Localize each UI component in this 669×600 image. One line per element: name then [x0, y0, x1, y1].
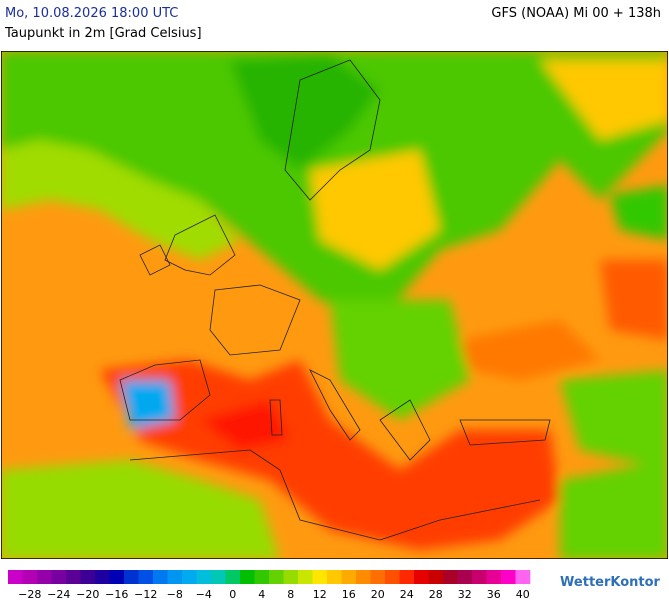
legend-swatch	[515, 570, 531, 584]
legend-label: −8	[167, 588, 183, 600]
legend-label: 20	[371, 588, 385, 600]
legend-swatch	[211, 570, 226, 584]
legend-swatch	[153, 570, 168, 584]
legend-swatch	[443, 570, 458, 584]
logo: WetterKontor	[560, 575, 661, 590]
legend-swatch	[327, 570, 342, 584]
legend-swatch	[341, 570, 357, 584]
legend-swatch	[312, 570, 328, 584]
legend-label: 16	[342, 588, 356, 600]
legend-label: 32	[458, 588, 472, 600]
legend-swatch	[80, 570, 96, 584]
legend-swatch	[370, 570, 386, 584]
legend-label: −24	[47, 588, 70, 600]
legend-label: 40	[516, 588, 530, 600]
legend-label: 8	[287, 588, 294, 600]
legend-swatch	[472, 570, 487, 584]
legend-swatch	[269, 570, 284, 584]
legend-swatch	[428, 570, 444, 584]
legend-swatch	[51, 570, 67, 584]
legend-swatch	[8, 570, 23, 584]
legend-swatch	[167, 570, 183, 584]
legend-swatch	[283, 570, 299, 584]
legend-swatch	[298, 570, 313, 584]
legend-label: 12	[313, 588, 327, 600]
legend-swatch	[385, 570, 400, 584]
legend-swatch	[124, 570, 139, 584]
legend-swatch	[22, 570, 38, 584]
legend-label: 28	[429, 588, 443, 600]
legend-swatch	[399, 570, 415, 584]
legend-label: −4	[196, 588, 212, 600]
legend-swatch	[37, 570, 52, 584]
legend-swatch	[109, 570, 125, 584]
legend-label: 36	[487, 588, 501, 600]
legend-swatch	[457, 570, 473, 584]
legend-swatch	[225, 570, 241, 584]
legend-swatch	[501, 570, 516, 584]
legend-label: −16	[105, 588, 128, 600]
subtitle: Taupunkt in 2m [Grad Celsius]	[5, 26, 202, 41]
legend-swatch	[182, 570, 197, 584]
legend-swatch	[138, 570, 154, 584]
legend-label: −12	[134, 588, 157, 600]
dewpoint-field	[1, 51, 668, 559]
legend-swatch	[196, 570, 212, 584]
color-legend: −28 −24 −20 −16 −12 −8 −4 0 4 8 12 16 20 24 28 32 36 40	[8, 570, 531, 600]
legend-label: 4	[258, 588, 265, 600]
legend-swatch	[254, 570, 270, 584]
model-run: GFS (NOAA) Mi 00 + 138h	[491, 6, 661, 21]
legend-swatch	[414, 570, 429, 584]
legend-label: 0	[229, 588, 236, 600]
legend-swatch	[240, 570, 255, 584]
date: Mo, 10.08.2026 18:00 UTC	[5, 6, 179, 21]
legend-swatch	[486, 570, 502, 584]
legend-label: −28	[18, 588, 41, 600]
legend-label: 24	[400, 588, 414, 600]
legend-swatch	[95, 570, 110, 584]
legend-swatch	[356, 570, 371, 584]
legend-label: −20	[76, 588, 99, 600]
legend-swatch	[66, 570, 81, 584]
